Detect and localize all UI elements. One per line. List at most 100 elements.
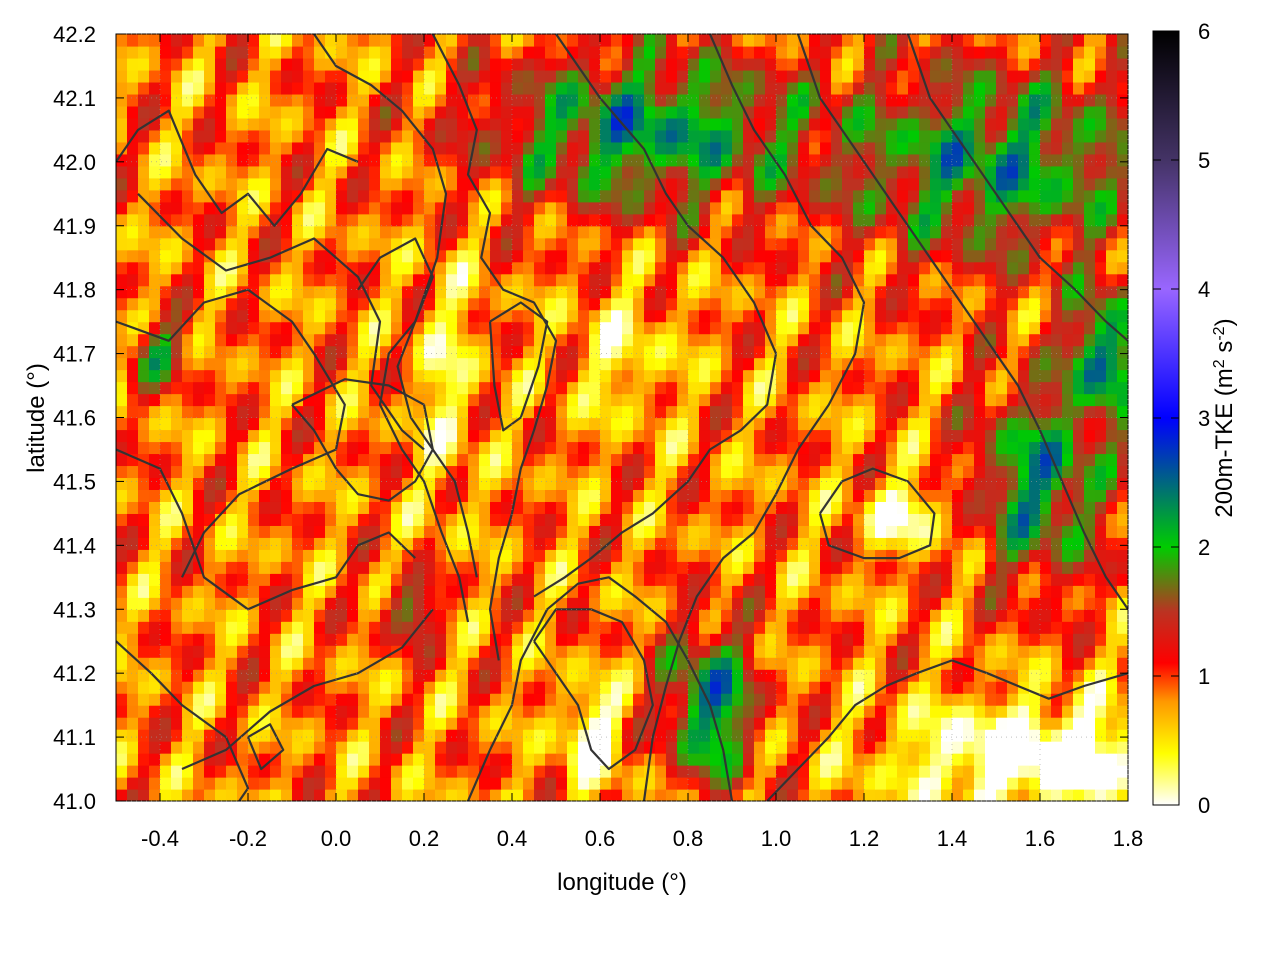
heatmap-cell [369,189,381,203]
heatmap-cell [545,309,557,323]
heatmap-cell [1040,777,1052,790]
heatmap-cell [479,285,491,299]
heatmap-cell [589,669,601,682]
heatmap-cell [501,213,513,227]
heatmap-cell [1029,513,1041,526]
heatmap-cell [567,357,579,371]
heatmap-cell [1117,273,1128,287]
heatmap-cell [468,309,480,323]
heatmap-cell [402,345,414,359]
heatmap-cell [149,657,161,670]
heatmap-cell [149,717,161,730]
heatmap-cell [963,285,975,299]
heatmap-cell [1018,213,1030,227]
heatmap-cell [798,357,810,371]
heatmap-cell [259,225,271,239]
heatmap-cell [611,177,623,191]
heatmap-cell [413,249,425,263]
heatmap-cell [325,153,337,167]
heatmap-cell [1073,429,1085,443]
heatmap-cell [413,297,425,311]
heatmap-cell [1051,525,1063,538]
heatmap-cell [699,153,711,167]
heatmap-cell [677,705,689,718]
heatmap-cell [237,153,249,167]
heatmap-cell [1040,153,1052,167]
heatmap-cell [1084,681,1096,694]
heatmap-cell [182,609,194,622]
heatmap-cell [1040,705,1052,718]
heatmap-cell [1062,429,1074,443]
heatmap-cell [875,453,887,467]
heatmap-cell [919,645,931,658]
heatmap-cell [468,657,480,670]
heatmap-cell [809,645,821,658]
heatmap-cell [853,237,865,251]
heatmap-cell [765,405,777,419]
heatmap-cell [1073,729,1085,742]
heatmap-cell [215,213,227,227]
heatmap-cell [666,789,678,801]
heatmap-field [116,34,1128,801]
heatmap-cell [1007,645,1019,658]
heatmap-cell [149,537,161,550]
heatmap-cell [622,201,634,215]
heatmap-cell [138,669,150,682]
heatmap-cell [831,237,843,251]
heatmap-cell [1095,573,1107,586]
heatmap-cell [347,549,359,562]
heatmap-cell [1106,189,1118,203]
heatmap-cell [424,177,436,191]
heatmap-cell [501,357,513,371]
heatmap-cell [380,513,392,526]
heatmap-cell [1117,165,1128,179]
heatmap-cell [710,285,722,299]
heatmap-cell [842,405,854,419]
heatmap-cell [1117,645,1128,658]
heatmap-cell [226,393,238,407]
heatmap-cell [358,213,370,227]
heatmap-cell [501,429,513,443]
heatmap-cell [974,501,986,514]
heatmap-cell [721,441,733,455]
heatmap-cell [941,417,953,431]
heatmap-cell [578,273,590,287]
heatmap-cell [358,429,370,443]
heatmap-cell [292,537,304,550]
heatmap-cell [468,633,480,646]
heatmap-cell [512,213,524,227]
heatmap-cell [171,153,183,167]
heatmap-cell [875,525,887,538]
heatmap-cell [413,657,425,670]
heatmap-cell [776,501,788,514]
heatmap-cell [380,609,392,622]
heatmap-cell [501,369,513,383]
heatmap-cell [336,297,348,311]
heatmap-cell [743,729,755,742]
heatmap-cell [138,465,150,479]
heatmap-cell [1018,405,1030,419]
heatmap-cell [952,633,964,646]
heatmap-cell [776,429,788,443]
heatmap-cell [732,225,744,239]
heatmap-cell [556,165,568,179]
heatmap-cell [435,693,447,706]
heatmap-cell [809,261,821,275]
heatmap-cell [666,609,678,622]
heatmap-cell [578,489,590,502]
heatmap-cell [116,417,128,431]
heatmap-cell [996,621,1008,634]
heatmap-cell [402,153,414,167]
heatmap-cell [325,657,337,670]
heatmap-cell [138,765,150,778]
heatmap-cell [875,489,887,502]
heatmap-cell [743,369,755,383]
heatmap-cell [215,309,227,323]
heatmap-cell [820,357,832,371]
heatmap-cell [1106,381,1118,395]
heatmap-cell [523,381,535,395]
heatmap-cell [369,417,381,431]
heatmap-cell [743,333,755,347]
heatmap-cell [600,681,612,694]
heatmap-cell [886,369,898,383]
